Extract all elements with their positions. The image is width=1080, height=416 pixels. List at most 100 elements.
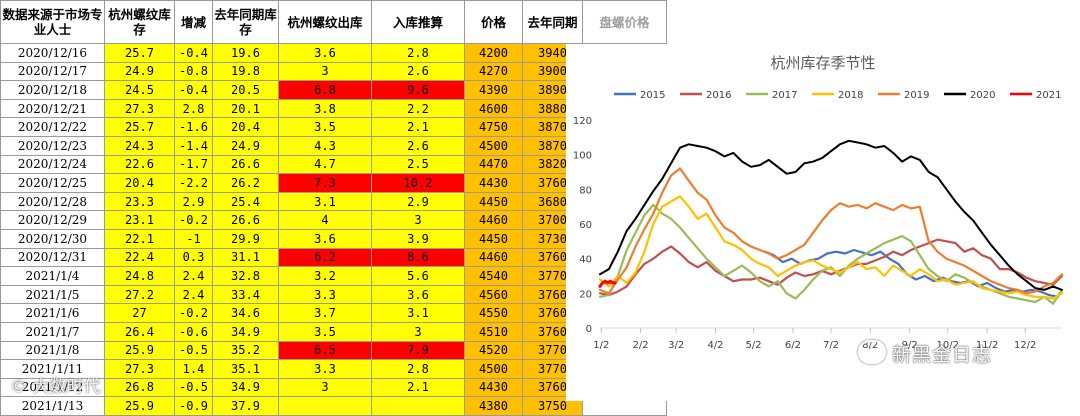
row-date: 2020/12/18 xyxy=(0,80,105,100)
row-last-year-stock: 31.1 xyxy=(212,247,279,268)
y-tick-label: 20 xyxy=(579,289,592,300)
row-inbound-estimate: 2.2 xyxy=(371,98,465,119)
row-outbound: 3.3 xyxy=(278,359,372,379)
row-date: 2020/12/22 xyxy=(0,117,105,137)
x-tick-label: 3/2 xyxy=(668,340,684,351)
header-coil-price: 盘螺价格 xyxy=(582,0,667,44)
row-date: 2020/12/28 xyxy=(0,191,105,212)
row-delta: -0.4 xyxy=(174,80,213,100)
row-stock: 22.1 xyxy=(104,228,175,249)
row-stock: 25.9 xyxy=(104,396,175,416)
row-date: 2020/12/21 xyxy=(0,98,105,119)
seasonality-chart-area: 杭州库存季节性 2015 2016 2017 2018 2019 2020 2021 0 20 40… xyxy=(566,44,1080,401)
row-last-year-stock: 19.6 xyxy=(212,43,279,63)
x-tick-label: 8/2 xyxy=(862,340,878,351)
footer-watermark: © 大数时代 xyxy=(10,377,101,397)
row-price: 4200 xyxy=(464,43,523,63)
row-date: 2021/1/12 xyxy=(0,377,105,398)
row-last-year-stock: 26.6 xyxy=(212,154,279,175)
row-outbound: 3 xyxy=(278,61,372,82)
row-price: 4270 xyxy=(464,61,523,82)
row-price: 4500 xyxy=(464,359,523,379)
row-delta: -0.2 xyxy=(174,210,213,230)
row-delta: -0.5 xyxy=(174,340,213,361)
row-inbound-estimate xyxy=(371,396,465,416)
header-last-year-price: 去年同期 xyxy=(522,0,583,44)
row-date: 2021/1/7 xyxy=(0,321,105,342)
header-stock: 杭州螺纹库存 xyxy=(104,0,175,44)
row-inbound-estimate: 3.9 xyxy=(371,228,465,249)
row-last-year-stock: 26.2 xyxy=(212,173,279,193)
row-last-year-stock: 35.1 xyxy=(212,359,279,379)
y-tick-label: 60 xyxy=(579,220,592,231)
row-delta: 2.4 xyxy=(174,284,213,305)
row-inbound-estimate: 9.6 xyxy=(371,80,465,100)
x-tick-label: 6/2 xyxy=(785,340,801,351)
row-inbound-estimate: 10.2 xyxy=(371,173,465,193)
legend-label-2017: 2017 xyxy=(772,90,797,101)
row-outbound: 7.3 xyxy=(278,173,372,193)
x-tick-label: 10/2 xyxy=(937,340,959,351)
row-price: 4460 xyxy=(464,247,523,268)
row-last-year-stock: 29.9 xyxy=(212,228,279,249)
row-outbound: 3.6 xyxy=(278,43,372,63)
row-stock: 26.4 xyxy=(104,321,175,342)
row-stock: 27.2 xyxy=(104,284,175,305)
row-stock: 22.6 xyxy=(104,154,175,175)
row-last-year-stock: 25.4 xyxy=(212,191,279,212)
row-delta: -0.9 xyxy=(174,396,213,416)
row-outbound: 3.5 xyxy=(278,321,372,342)
legend-label-2018: 2018 xyxy=(838,90,863,101)
x-tick-label: 12/2 xyxy=(1014,340,1036,351)
row-outbound: 3.1 xyxy=(278,191,372,212)
row-date: 2020/12/16 xyxy=(0,43,105,63)
row-last-year-stock: 34.9 xyxy=(212,377,279,398)
row-stock: 27.3 xyxy=(104,98,175,119)
row-delta: 2.8 xyxy=(174,98,213,119)
row-outbound: 4.7 xyxy=(278,154,372,175)
row-outbound: 3.3 xyxy=(278,284,372,305)
brand-watermark-text: 新黑金日志 xyxy=(892,344,993,366)
row-delta: 2.4 xyxy=(174,266,213,286)
row-stock: 25.7 xyxy=(104,43,175,63)
row-delta: -0.4 xyxy=(174,43,213,63)
x-tick-label: 11/2 xyxy=(976,340,998,351)
header-source: 数据来源于市场专业人士 xyxy=(0,0,105,44)
row-date: 2021/1/13 xyxy=(0,396,105,416)
row-inbound-estimate: 2.5 xyxy=(371,154,465,175)
row-last-year-stock: 32.8 xyxy=(212,266,279,286)
row-last-year-stock: 37.9 xyxy=(212,396,279,416)
row-outbound: 6.5 xyxy=(278,340,372,361)
x-tick-label: 9/2 xyxy=(902,340,918,351)
row-stock: 23.3 xyxy=(104,191,175,212)
y-tick-label: 80 xyxy=(579,185,592,196)
row-delta: -0.8 xyxy=(174,61,213,82)
header-last-year-stock: 去年同期库存 xyxy=(212,0,279,44)
row-price: 4500 xyxy=(464,135,523,156)
row-price: 4750 xyxy=(464,117,523,137)
row-stock: 26.8 xyxy=(104,377,175,398)
row-inbound-estimate: 2.6 xyxy=(371,61,465,82)
row-delta: -0.5 xyxy=(174,377,213,398)
row-date: 2020/12/25 xyxy=(0,173,105,193)
row-outbound: 3.8 xyxy=(278,98,372,119)
row-price: 4460 xyxy=(464,210,523,230)
row-last-year-stock: 34.9 xyxy=(212,321,279,342)
header-price: 价格 xyxy=(464,0,523,44)
y-tick-label: 0 xyxy=(586,324,592,335)
row-stock: 23.1 xyxy=(104,210,175,230)
row-price: 4560 xyxy=(464,284,523,305)
row-inbound-estimate: 3 xyxy=(371,210,465,230)
row-inbound-estimate: 2.1 xyxy=(371,377,465,398)
row-date: 2020/12/23 xyxy=(0,135,105,156)
row-last-year-stock: 20.4 xyxy=(212,117,279,137)
row-delta: -1.7 xyxy=(174,154,213,175)
row-price: 4450 xyxy=(464,228,523,249)
row-inbound-estimate: 2.8 xyxy=(371,359,465,379)
row-price: 4450 xyxy=(464,191,523,212)
row-outbound: 4 xyxy=(278,210,372,230)
row-stock: 25.7 xyxy=(104,117,175,137)
row-price: 4430 xyxy=(464,173,523,193)
row-outbound: 3.5 xyxy=(278,117,372,137)
